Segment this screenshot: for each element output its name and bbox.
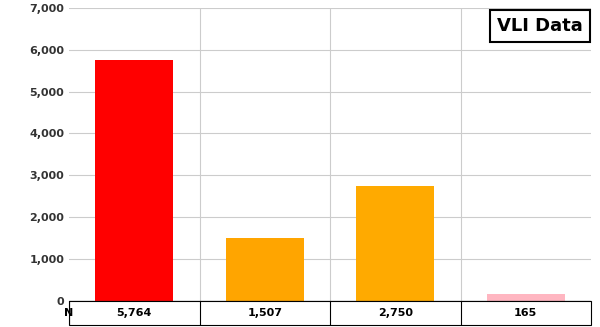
Bar xyxy=(356,186,434,301)
Text: 165: 165 xyxy=(514,308,538,318)
Bar xyxy=(226,238,304,301)
Text: 5,764: 5,764 xyxy=(116,308,152,318)
Text: 1,507: 1,507 xyxy=(247,308,282,318)
Text: N: N xyxy=(64,308,74,318)
Bar xyxy=(95,60,173,301)
Bar xyxy=(487,294,565,301)
Text: 2,750: 2,750 xyxy=(378,308,413,318)
Text: VLI Data: VLI Data xyxy=(497,17,583,35)
